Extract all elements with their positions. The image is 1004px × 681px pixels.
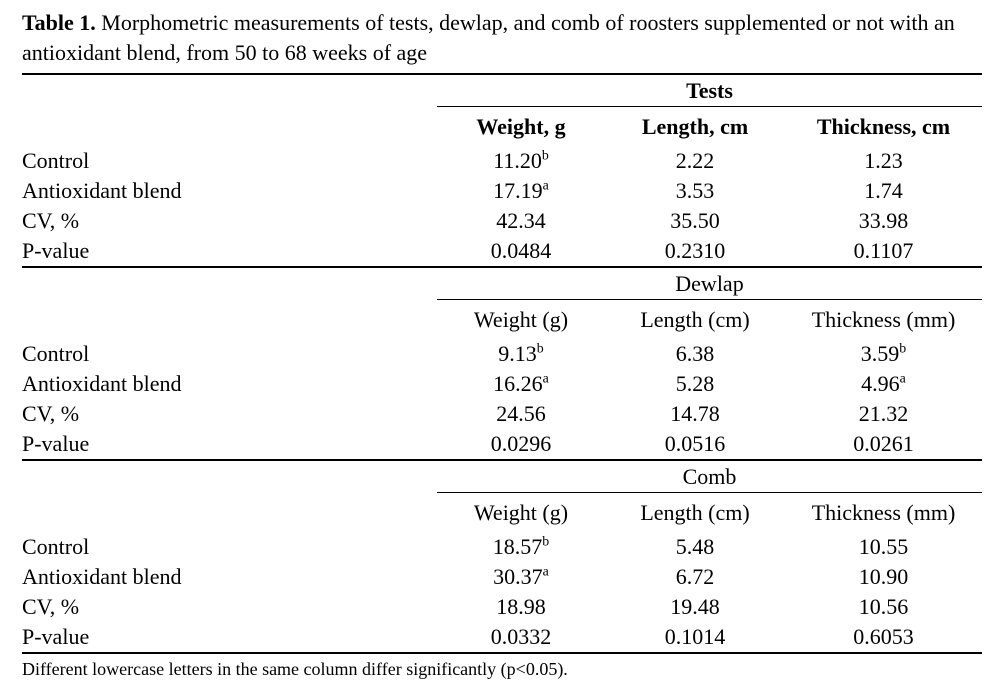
- value-cell: 14.78: [670, 401, 720, 426]
- value-cell: 10.56: [858, 594, 909, 619]
- significance-superscript: b: [899, 340, 907, 356]
- column-header-row-comb: Weight (g) Length (cm) Thickness (mm): [22, 493, 982, 533]
- significance-superscript: a: [542, 177, 549, 193]
- row-label-cell: Control: [22, 148, 90, 173]
- data-row-tests-1: Antioxidant blend 17.19a 3.53 1.74: [22, 176, 982, 206]
- row-label-cell: Antioxidant blend: [22, 178, 182, 203]
- significance-superscript: a: [899, 370, 906, 386]
- value-cell: 11.20b: [493, 147, 549, 173]
- empty-cell: [22, 266, 437, 300]
- data-row-dewlap-2: CV, % 24.56 14.78 21.32: [22, 399, 982, 429]
- value-cell: 24.56: [496, 401, 546, 426]
- section-title-dewlap: Dewlap: [437, 266, 982, 300]
- value-cell: 16.26a: [493, 370, 549, 396]
- value-cell: 19.48: [670, 594, 720, 619]
- column-header-row-tests: Weight, g Length, cm Thickness, cm: [22, 107, 982, 147]
- row-label-cell: CV, %: [22, 208, 80, 233]
- value-cell: 0.6053: [853, 624, 914, 649]
- column-header-row-dewlap: Weight (g) Length (cm) Thickness (mm): [22, 300, 982, 340]
- data-row-tests-2: CV, % 42.34 35.50 33.98: [22, 206, 982, 236]
- section-row-comb: Comb: [22, 459, 982, 493]
- value-cell: 35.50: [670, 208, 720, 233]
- value-cell: 5.48: [675, 534, 715, 559]
- value-cell: 30.37a: [493, 563, 549, 589]
- morphometric-table: Tests Weight, g Length, cm Thickness, cm Con…: [22, 73, 982, 654]
- value-cell: 4.96a: [861, 370, 906, 396]
- significance-superscript: a: [542, 563, 549, 579]
- empty-cell: [22, 459, 437, 493]
- row-label-cell: Control: [22, 341, 90, 366]
- column-header-dewlap-0: Weight (g): [473, 306, 569, 332]
- column-header-dewlap-1: Length (cm): [640, 306, 750, 332]
- section-title-comb: Comb: [437, 459, 982, 493]
- value-cell: 0.2310: [664, 238, 726, 263]
- significance-superscript: a: [542, 370, 549, 386]
- empty-cell: [22, 300, 437, 340]
- value-cell: 33.98: [858, 208, 909, 233]
- value-cell: 10.55: [858, 534, 909, 559]
- empty-cell: [22, 493, 437, 533]
- row-label-cell: CV, %: [22, 401, 80, 426]
- empty-cell: [22, 74, 437, 107]
- row-label-cell: Antioxidant blend: [22, 371, 182, 396]
- value-cell: 0.1014: [664, 624, 726, 649]
- value-cell: 6.38: [675, 341, 715, 366]
- data-row-comb-0: Control 18.57b 5.48 10.55: [22, 532, 982, 562]
- significance-superscript: b: [541, 147, 549, 163]
- section-row-tests: Tests: [22, 74, 982, 107]
- value-cell: 3.59b: [860, 340, 907, 366]
- value-cell: 0.1107: [853, 238, 914, 263]
- row-label-cell: P-value: [22, 431, 90, 456]
- value-cell: 18.57b: [492, 533, 550, 559]
- table-caption: Table 1. Morphometric measurements of te…: [22, 8, 983, 68]
- value-cell: 2.22: [675, 148, 715, 173]
- value-cell: 18.98: [496, 594, 546, 619]
- value-cell: 17.19a: [493, 177, 549, 203]
- table-caption-text: Morphometric measurements of tests, dewl…: [22, 10, 955, 65]
- row-label-cell: CV, %: [22, 594, 80, 619]
- value-cell: 10.90: [858, 564, 909, 589]
- value-cell: 0.0296: [490, 431, 552, 456]
- data-row-comb-2: CV, % 18.98 19.48 10.56: [22, 592, 982, 622]
- significance-superscript: b: [536, 340, 544, 356]
- column-header-comb-2: Thickness (mm): [811, 499, 956, 525]
- empty-cell: [22, 107, 437, 147]
- value-cell: 0.0332: [490, 624, 552, 649]
- value-cell: 42.34: [496, 208, 546, 233]
- row-label-cell: P-value: [22, 238, 90, 263]
- table-caption-label: Table 1.: [22, 10, 96, 35]
- column-header-comb-1: Length (cm): [640, 499, 750, 525]
- value-cell: 21.32: [858, 401, 909, 426]
- column-header-tests-2: Thickness, cm: [816, 113, 951, 139]
- data-row-dewlap-0: Control 9.13b 6.38 3.59b: [22, 339, 982, 369]
- value-cell: 5.28: [675, 371, 715, 396]
- table-body: Tests Weight, g Length, cm Thickness, cm Con…: [22, 74, 982, 653]
- value-cell: 0.0516: [664, 431, 726, 456]
- value-cell: 1.23: [864, 148, 903, 173]
- section-row-dewlap: Dewlap: [22, 266, 982, 300]
- column-header-dewlap-2: Thickness (mm): [811, 306, 956, 332]
- data-row-dewlap-3: P-value 0.0296 0.0516 0.0261: [22, 429, 982, 460]
- value-cell: 9.13b: [498, 340, 544, 366]
- significance-superscript: b: [542, 533, 550, 549]
- data-row-comb-1: Antioxidant blend 30.37a 6.72 10.90: [22, 562, 982, 592]
- row-label-cell: Antioxidant blend: [22, 564, 182, 589]
- data-row-dewlap-1: Antioxidant blend 16.26a 5.28 4.96a: [22, 369, 982, 399]
- column-header-comb-0: Weight (g): [473, 499, 569, 525]
- table-footnote: Different lowercase letters in the same …: [22, 659, 568, 679]
- row-label-cell: Control: [22, 534, 90, 559]
- section-title-tests: Tests: [437, 74, 982, 107]
- value-cell: 0.0261: [853, 431, 914, 456]
- value-cell: 1.74: [864, 178, 903, 203]
- data-row-tests-3: P-value 0.0484 0.2310 0.1107: [22, 236, 982, 267]
- value-cell: 6.72: [675, 564, 715, 589]
- data-row-tests-0: Control 11.20b 2.22 1.23: [22, 146, 982, 176]
- data-row-comb-3: P-value 0.0332 0.1014 0.6053: [22, 622, 982, 653]
- value-cell: 0.0484: [490, 238, 552, 263]
- value-cell: 3.53: [675, 178, 715, 203]
- column-header-tests-0: Weight, g: [476, 113, 566, 139]
- row-label-cell: P-value: [22, 624, 90, 649]
- column-header-tests-1: Length, cm: [641, 113, 749, 139]
